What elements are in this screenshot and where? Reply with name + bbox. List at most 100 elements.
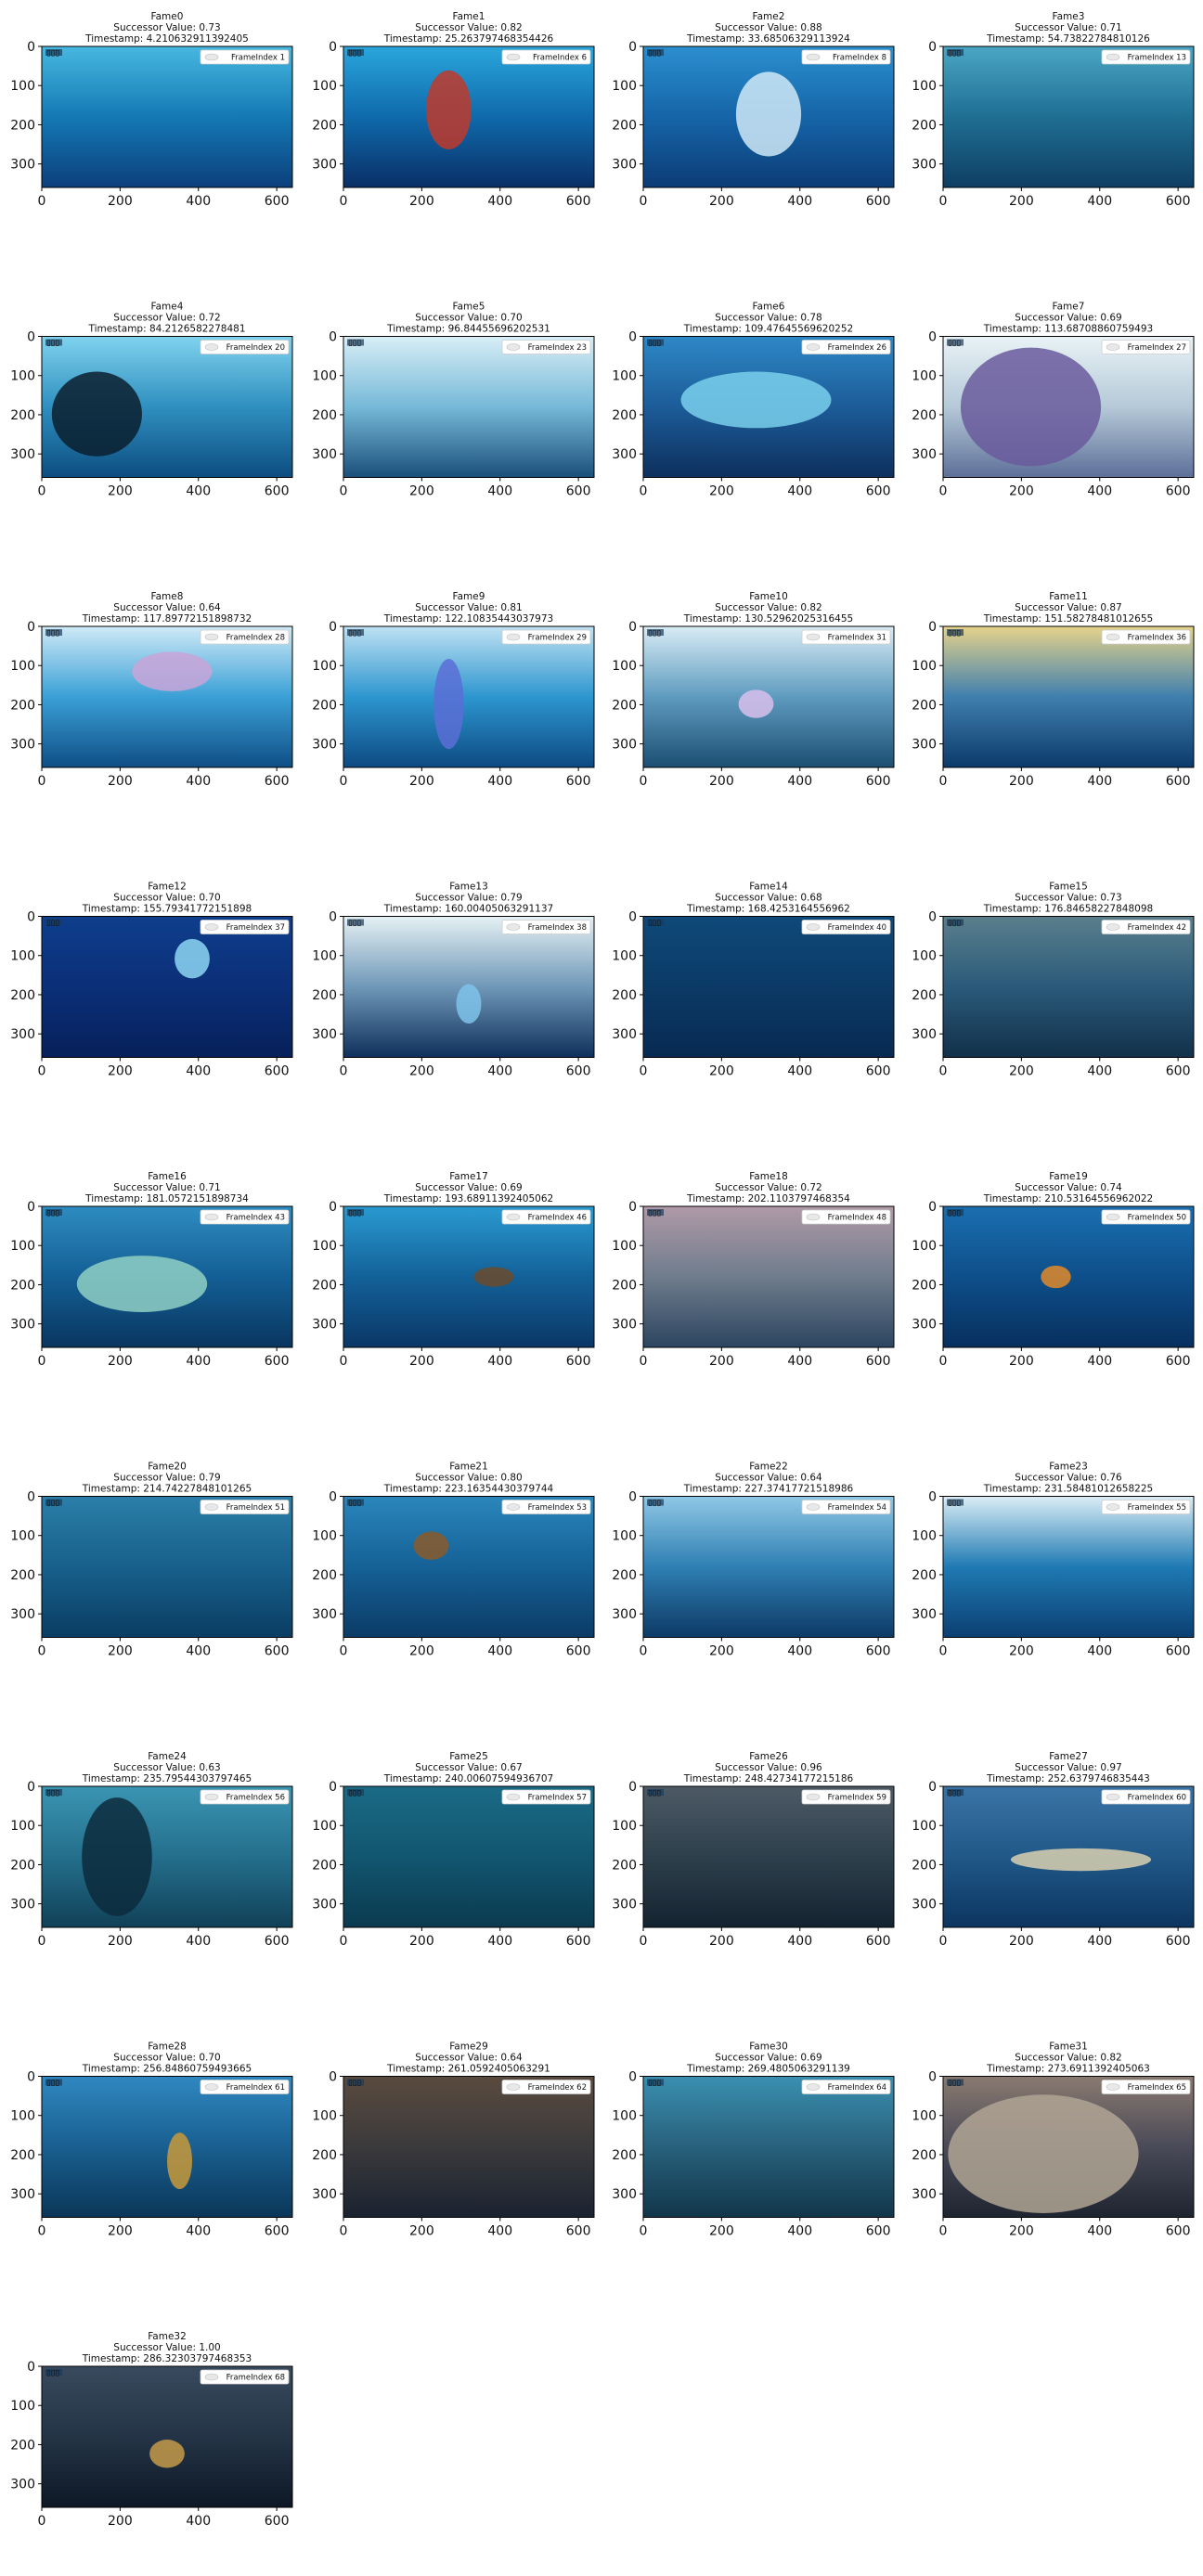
frame-badge <box>947 339 964 346</box>
axes-frame <box>642 45 895 188</box>
timestamp-label: Timestamp: 193.68911392405062 <box>383 1193 553 1204</box>
subplot-title: Fame7 <box>1053 302 1085 313</box>
frame-badge-text: ▯▯▯ <box>348 629 361 638</box>
legend-marker <box>506 343 521 351</box>
x-tick-label: 600 <box>866 484 891 499</box>
timestamp-label: Timestamp: 231.58481012658225 <box>983 1484 1153 1495</box>
x-tick-label: 200 <box>409 1644 434 1659</box>
frame-subject <box>82 1797 152 1916</box>
y-tick-label: 0 <box>628 1780 637 1795</box>
legend-box <box>801 1789 891 1805</box>
x-tick-label: 600 <box>1166 774 1191 789</box>
x-tick-label: 0 <box>38 774 46 789</box>
y-tick-label: 100 <box>10 2399 35 2414</box>
x-tick-label: 400 <box>186 1354 211 1369</box>
subplot-title: Fame28 <box>148 2041 187 2053</box>
y-tick-label: 100 <box>10 1819 35 1834</box>
successor-value-label: Successor Value: 0.78 <box>715 313 821 324</box>
x-tick-label: 600 <box>265 1934 290 1949</box>
timestamp-label: Timestamp: 122.10835443037973 <box>383 613 553 625</box>
timestamp-label: Timestamp: 252.6379746835443 <box>986 1773 1150 1784</box>
y-tick-label: 0 <box>329 330 337 345</box>
y-tick-label: 100 <box>10 659 35 674</box>
axes-frame <box>642 1205 895 1348</box>
legend-label: FrameIndex 56 <box>226 1794 285 1803</box>
x-tick-label: 400 <box>186 1064 211 1079</box>
frame-subject <box>433 658 464 750</box>
timestamp-label: Timestamp: 151.58278481012655 <box>983 613 1153 625</box>
y-tick-label: 300 <box>10 1027 35 1042</box>
y-tick-label: 0 <box>628 1200 637 1215</box>
x-tick-label: 400 <box>487 774 512 789</box>
axes-frame <box>942 1496 1195 1638</box>
legend-label: FrameIndex 55 <box>1128 1503 1186 1513</box>
timestamp-label: Timestamp: 109.47645569620252 <box>683 324 853 335</box>
subplot-title: Fame20 <box>148 1462 187 1473</box>
x-tick-label: 200 <box>709 194 734 209</box>
frame-badge <box>647 1209 664 1216</box>
x-tick-label: 400 <box>1087 484 1112 499</box>
axes-frame <box>41 45 293 188</box>
x-tick-label: 0 <box>340 1934 348 1949</box>
y-tick-label: 200 <box>612 1858 637 1873</box>
y-tick-label: 300 <box>312 2187 337 2202</box>
subplot-title: Fame9 <box>453 591 485 602</box>
y-tick-label: 200 <box>612 408 637 423</box>
y-tick-label: 100 <box>912 1239 937 1254</box>
legend-label: FrameIndex 64 <box>828 2083 886 2093</box>
successor-value-label: Successor Value: 0.70 <box>113 893 220 904</box>
successor-value-label: Successor Value: 0.63 <box>113 1762 220 1773</box>
x-tick-label: 200 <box>709 1644 734 1659</box>
y-tick-label: 300 <box>612 447 637 462</box>
frame-subject <box>132 651 213 691</box>
subplot-title: Fame27 <box>1049 1751 1088 1762</box>
x-tick-label: 600 <box>866 194 891 209</box>
x-tick-label: 400 <box>787 2224 812 2239</box>
legend-marker <box>204 923 219 931</box>
timestamp-label: Timestamp: 202.1103797468354 <box>686 1193 850 1204</box>
frame-badge-text: ▯▯▯ <box>648 1209 661 1218</box>
x-tick-label: 0 <box>640 1644 648 1659</box>
x-tick-label: 0 <box>640 774 648 789</box>
frame-badge-text: ▯▯▯ <box>46 2369 59 2378</box>
frame-subject <box>680 371 832 429</box>
frame-badge-text: ▯▯▯ <box>948 1499 961 1508</box>
subplot-title: Fame26 <box>749 1751 788 1762</box>
y-tick-label: 200 <box>912 1278 937 1293</box>
y-tick-label: 300 <box>10 447 35 462</box>
successor-value-label: Successor Value: 0.88 <box>715 22 821 33</box>
x-tick-label: 0 <box>640 194 648 209</box>
y-tick-label: 200 <box>912 118 937 133</box>
subplot-title: Fame4 <box>151 302 184 313</box>
y-tick-label: 200 <box>10 2438 35 2453</box>
x-tick-label: 400 <box>487 1644 512 1659</box>
y-tick-label: 300 <box>10 158 35 173</box>
x-tick-label: 400 <box>186 1934 211 1949</box>
x-tick-label: 0 <box>939 774 948 789</box>
legend-label: FrameIndex 46 <box>528 1214 587 1223</box>
legend-marker <box>506 1503 521 1511</box>
video-frame-image <box>42 46 292 187</box>
frame-badge <box>347 919 364 926</box>
legend-box <box>801 340 891 354</box>
x-tick-label: 200 <box>709 1934 734 1949</box>
y-tick-label: 100 <box>912 659 937 674</box>
y-tick-label: 100 <box>612 1529 637 1544</box>
x-tick-label: 200 <box>709 774 734 789</box>
legend-marker <box>806 1503 821 1511</box>
video-frame-image <box>42 2366 292 2507</box>
frame-subject <box>473 1267 514 1287</box>
video-frame-image <box>943 916 1194 1058</box>
frame-badge <box>347 2079 364 2086</box>
frame-subject <box>1010 1848 1152 1872</box>
